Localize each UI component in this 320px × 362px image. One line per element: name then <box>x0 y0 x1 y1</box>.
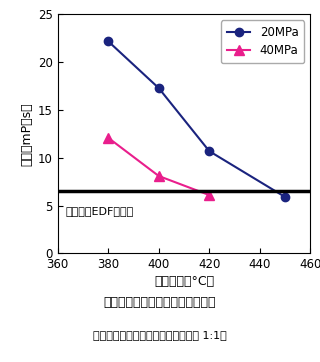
40MPa <box>106 136 110 140</box>
X-axis label: 反応温度（°C）: 反応温度（°C） <box>154 275 214 289</box>
20MPa <box>283 195 287 199</box>
Line: 20MPa: 20MPa <box>104 37 289 201</box>
20MPa <box>106 39 110 43</box>
Line: 40MPa: 40MPa <box>103 133 214 200</box>
40MPa <box>157 174 161 178</box>
40MPa <box>207 193 211 197</box>
Text: （コーン油由来、４分処理、混合比 1:1）: （コーン油由来、４分処理、混合比 1:1） <box>93 330 227 340</box>
Legend: 20MPa, 40MPa: 20MPa, 40MPa <box>221 20 305 63</box>
Y-axis label: 粘度（mPシs）: 粘度（mPシs） <box>21 102 34 166</box>
20MPa <box>157 86 161 90</box>
20MPa <box>207 149 211 153</box>
Text: 図３　反応温度による粘度の低下: 図３ 反応温度による粘度の低下 <box>104 296 216 309</box>
Text: 従来法のEDFの粘度: 従来法のEDFの粘度 <box>65 206 133 216</box>
